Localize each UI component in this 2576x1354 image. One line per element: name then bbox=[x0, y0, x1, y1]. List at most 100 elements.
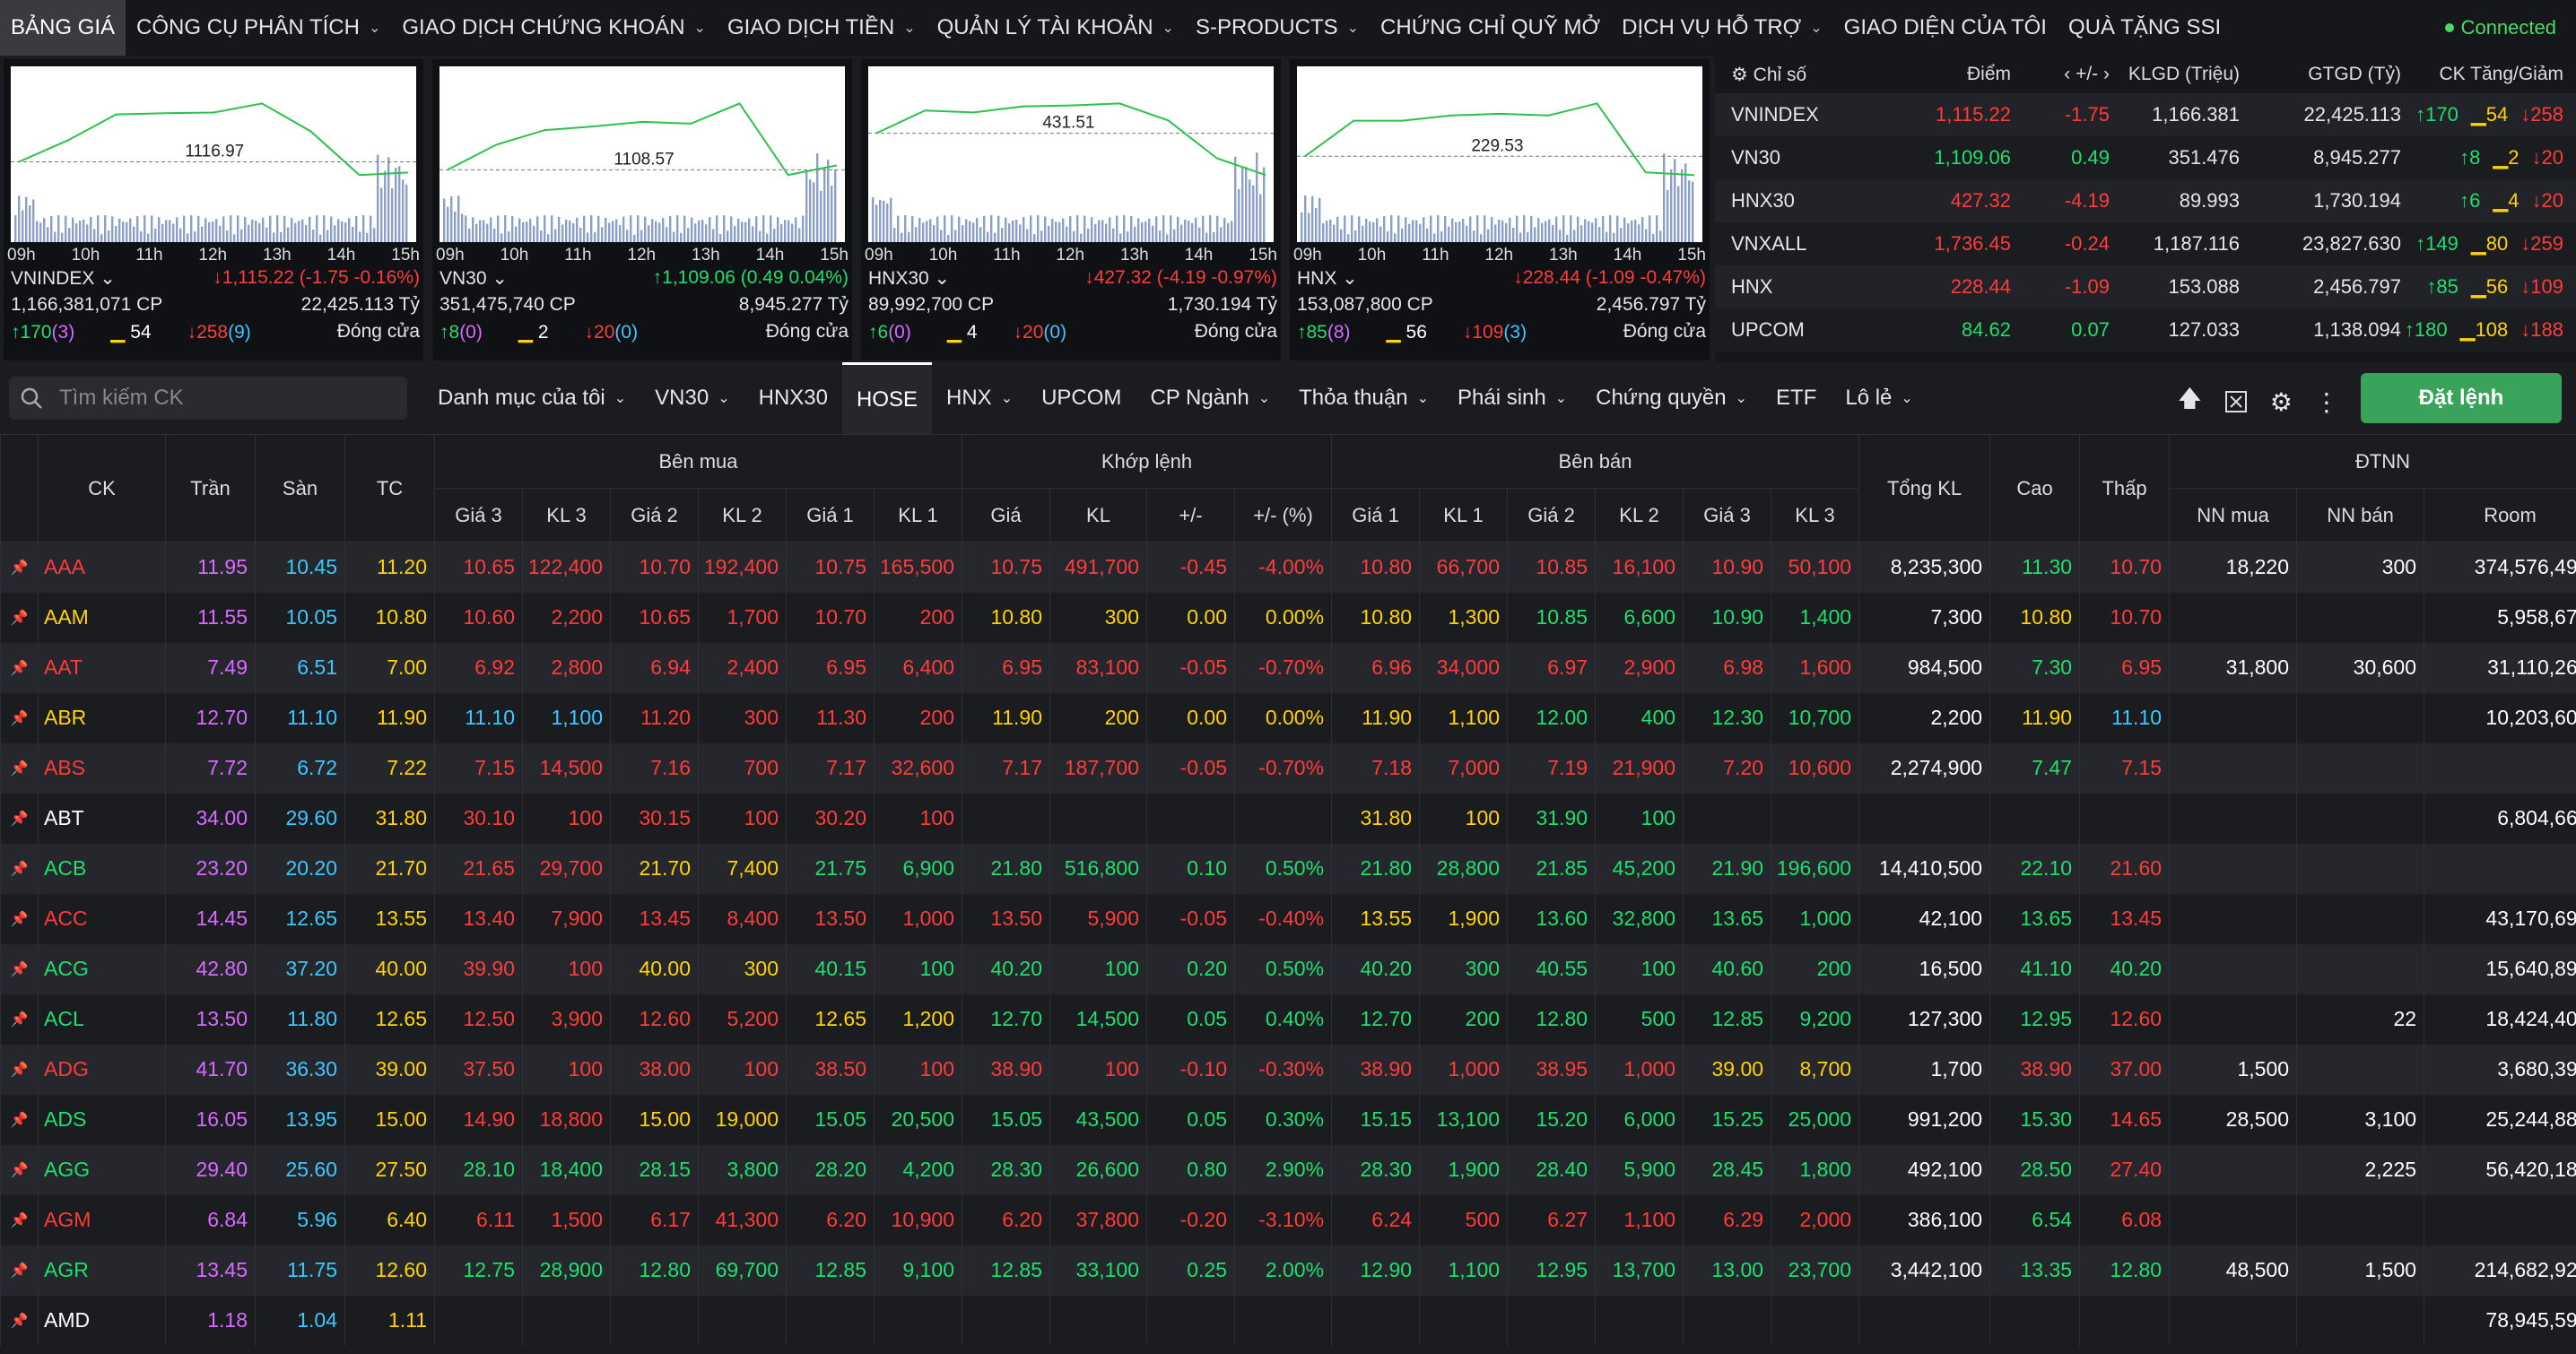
cell-4[interactable]: 11.30 bbox=[786, 692, 875, 743]
cell-10[interactable]: 12.90 bbox=[1331, 1245, 1420, 1296]
pin-icon[interactable]: 📌 bbox=[0, 994, 39, 1045]
cell-3[interactable]: 19,000 bbox=[698, 1094, 787, 1145]
pin-icon[interactable]: 📌 bbox=[0, 893, 39, 944]
chevron-right-icon[interactable]: › bbox=[2103, 64, 2110, 84]
stock-row[interactable]: 📌 AAT 7.49 6.51 7.00 6.92 2,800 6.94 2,400 6.95 6,… bbox=[0, 642, 2576, 693]
cell-20[interactable] bbox=[2296, 893, 2424, 944]
cell-15[interactable]: 9,200 bbox=[1771, 994, 1859, 1045]
cell-8[interactable]: -0.45 bbox=[1146, 542, 1235, 593]
cell-12[interactable]: 7.19 bbox=[1507, 742, 1596, 794]
cell-12[interactable]: 10.85 bbox=[1507, 542, 1596, 593]
cell-3[interactable]: 5,200 bbox=[698, 994, 787, 1045]
cell-17[interactable]: 6.54 bbox=[1989, 1194, 2080, 1246]
cell-2[interactable]: 30.15 bbox=[610, 793, 699, 844]
cell-3[interactable]: 3,800 bbox=[698, 1144, 787, 1195]
cell-8[interactable]: -0.05 bbox=[1146, 642, 1235, 693]
cell-11[interactable]: 7,000 bbox=[1419, 742, 1508, 794]
cell-16[interactable]: 7,300 bbox=[1858, 592, 1990, 643]
stock-symbol[interactable]: ACL bbox=[38, 994, 166, 1045]
tab-0[interactable]: Danh mục của tôi ⌄ bbox=[423, 362, 640, 434]
cell-21[interactable] bbox=[2424, 1194, 2576, 1246]
cell-8[interactable]: -0.20 bbox=[1146, 1194, 1235, 1246]
cell-3[interactable]: 100 bbox=[698, 793, 787, 844]
cell-8[interactable] bbox=[1146, 793, 1235, 844]
cell-7[interactable]: 200 bbox=[1049, 692, 1147, 743]
pin-icon[interactable]: 📌 bbox=[0, 1194, 39, 1246]
pin-icon[interactable]: 📌 bbox=[0, 943, 39, 994]
cell-2[interactable]: 10.70 bbox=[610, 542, 699, 593]
cell-2[interactable]: 28.15 bbox=[610, 1144, 699, 1195]
cell-14[interactable]: 13.65 bbox=[1683, 893, 1771, 944]
tab-6[interactable]: CP Ngành ⌄ bbox=[1136, 362, 1284, 434]
cell-1[interactable]: 18,400 bbox=[522, 1144, 611, 1195]
cell-18[interactable]: 10.70 bbox=[2079, 542, 2170, 593]
stock-symbol[interactable]: ABS bbox=[38, 742, 166, 794]
index-name[interactable]: HNX30 ⌄ bbox=[868, 267, 950, 290]
cell-10[interactable]: 38.90 bbox=[1331, 1044, 1420, 1095]
cell-17[interactable]: 7.30 bbox=[1989, 642, 2080, 693]
cell-6[interactable]: 15.05 bbox=[962, 1094, 1050, 1145]
cell-16[interactable]: 3,442,100 bbox=[1858, 1245, 1990, 1296]
cell-9[interactable]: -0.70% bbox=[1233, 642, 1332, 693]
cell-19[interactable] bbox=[2169, 893, 2297, 944]
cell-9[interactable]: 2.90% bbox=[1233, 1144, 1332, 1195]
cell-15[interactable]: 196,600 bbox=[1771, 843, 1859, 894]
cell-11[interactable]: 1,100 bbox=[1419, 1245, 1508, 1296]
cell-17[interactable]: 7.47 bbox=[1989, 742, 2080, 794]
cell-18[interactable]: 21.60 bbox=[2079, 843, 2170, 894]
cell-19[interactable] bbox=[2169, 742, 2297, 794]
cell-18[interactable]: 37.00 bbox=[2079, 1044, 2170, 1095]
cell-6[interactable]: 12.85 bbox=[962, 1245, 1050, 1296]
cell-14[interactable]: 6.29 bbox=[1683, 1194, 1771, 1246]
index-row[interactable]: VN30 1,109.06 0.49 351.476 8,945.277 ↑8 ▁2 ↓20 bbox=[1715, 136, 2576, 179]
cell-15[interactable]: 2,000 bbox=[1771, 1194, 1859, 1246]
cell-9[interactable]: -0.40% bbox=[1233, 893, 1332, 944]
cell-17[interactable]: 10.80 bbox=[1989, 592, 2080, 643]
cell-16[interactable]: 2,200 bbox=[1858, 692, 1990, 743]
cell-20[interactable]: 1,500 bbox=[2296, 1245, 2424, 1296]
cell-0[interactable]: 14.90 bbox=[434, 1094, 523, 1145]
cell-21[interactable]: 78,945,594 bbox=[2424, 1295, 2576, 1346]
cell-0[interactable]: 37.50 bbox=[434, 1044, 523, 1095]
cell-0[interactable]: 39.90 bbox=[434, 943, 523, 994]
cell-19[interactable] bbox=[2169, 943, 2297, 994]
cell-2[interactable]: 6.17 bbox=[610, 1194, 699, 1246]
cell-6[interactable]: 21.80 bbox=[962, 843, 1050, 894]
cell-17[interactable]: 22.10 bbox=[1989, 843, 2080, 894]
cell-3[interactable]: 2,400 bbox=[698, 642, 787, 693]
cell-13[interactable]: 21,900 bbox=[1595, 742, 1684, 794]
cell-14[interactable]: 10.90 bbox=[1683, 592, 1771, 643]
cell-7[interactable]: 187,700 bbox=[1049, 742, 1147, 794]
pin-icon[interactable]: 📌 bbox=[0, 1044, 39, 1095]
cell-7[interactable]: 37,800 bbox=[1049, 1194, 1147, 1246]
cell-10[interactable]: 13.55 bbox=[1331, 893, 1420, 944]
cell-9[interactable]: -4.00% bbox=[1233, 542, 1332, 593]
cell-2[interactable]: 15.00 bbox=[610, 1094, 699, 1145]
cell-2[interactable]: 21.70 bbox=[610, 843, 699, 894]
tab-2[interactable]: HNX30 bbox=[744, 362, 842, 434]
cell-6[interactable] bbox=[962, 1295, 1050, 1346]
intraday-chart[interactable]: 431.51 bbox=[868, 66, 1274, 242]
pin-icon[interactable]: 📌 bbox=[0, 642, 39, 693]
cell-10[interactable]: 10.80 bbox=[1331, 542, 1420, 593]
cell-14[interactable]: 28.45 bbox=[1683, 1144, 1771, 1195]
cell-13[interactable]: 5,900 bbox=[1595, 1144, 1684, 1195]
cell-1[interactable]: 3,900 bbox=[522, 994, 611, 1045]
cell-6[interactable]: 10.80 bbox=[962, 592, 1050, 643]
index-row[interactable]: HNX 228.44 -1.09 153.088 2,456.797 ↑85 ▁56 ↓109 bbox=[1715, 265, 2576, 308]
stock-symbol[interactable]: ACC bbox=[38, 893, 166, 944]
cell-3[interactable]: 69,700 bbox=[698, 1245, 787, 1296]
cell-1[interactable]: 28,900 bbox=[522, 1245, 611, 1296]
cell-4[interactable]: 28.20 bbox=[786, 1144, 875, 1195]
cell-18[interactable]: 7.15 bbox=[2079, 742, 2170, 794]
cell-12[interactable]: 12.80 bbox=[1507, 994, 1596, 1045]
cell-5[interactable]: 9,100 bbox=[874, 1245, 962, 1296]
cell-18[interactable]: 13.45 bbox=[2079, 893, 2170, 944]
pin-icon[interactable]: 📌 bbox=[0, 793, 39, 844]
cell-21[interactable] bbox=[2424, 843, 2576, 894]
cell-6[interactable]: 11.90 bbox=[962, 692, 1050, 743]
cell-20[interactable] bbox=[2296, 793, 2424, 844]
cell-11[interactable]: 28,800 bbox=[1419, 843, 1508, 894]
cell-17[interactable]: 13.35 bbox=[1989, 1245, 2080, 1296]
tab-5[interactable]: UPCOM bbox=[1027, 362, 1136, 434]
